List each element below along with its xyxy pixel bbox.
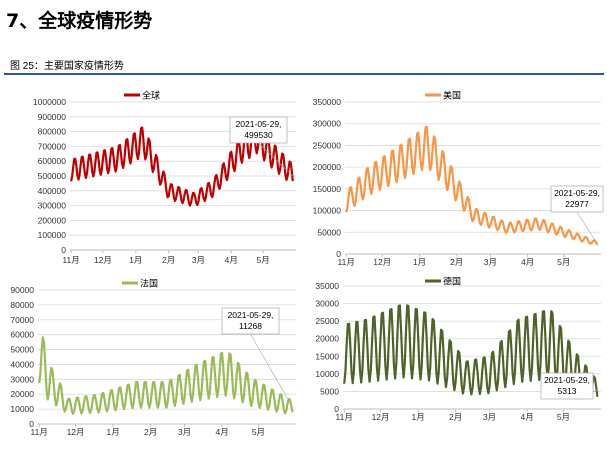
x-tick-label: 3月 <box>484 257 497 267</box>
y-tick-label: 15000 <box>315 351 339 361</box>
x-tick-label: 2月 <box>144 427 157 437</box>
x-tick-label: 12月 <box>67 427 85 437</box>
x-tick-label: 2月 <box>162 255 175 265</box>
annotation-date: 2021-05-29, <box>236 119 282 129</box>
y-tick-label: 0 <box>61 245 66 255</box>
y-tick-label: 800000 <box>38 127 67 137</box>
y-tick-label: 900000 <box>38 112 67 122</box>
caption-divider <box>4 73 604 75</box>
figure-caption: 图 25：主要国家疫情形势 <box>10 61 124 72</box>
y-tick-label: 60000 <box>10 330 34 340</box>
x-tick-label: 12月 <box>94 255 112 265</box>
global-cases-chart: 0 100000 200000 300000 400000 500000 600000 700… <box>33 90 296 265</box>
annotation-box <box>221 307 280 335</box>
annotation-leader <box>250 333 293 408</box>
france-cases-chart: 0 10000 20000 30000 40000 50000 60000 70000 8000… <box>10 278 296 437</box>
y-tick-label: 100000 <box>313 206 342 216</box>
y-tick-label: 20000 <box>10 389 34 399</box>
legend-label: 德国 <box>443 276 461 287</box>
legend-label: 法国 <box>140 278 158 289</box>
annotation-value: 499530 <box>244 130 273 140</box>
y-tick-label: 300000 <box>38 201 67 211</box>
x-tick-label: 12月 <box>372 412 390 422</box>
x-tick-label: 1月 <box>129 255 142 265</box>
x-tick-label: 12月 <box>373 257 391 267</box>
x-tick-label: 1月 <box>411 412 424 422</box>
x-tick-label: 5月 <box>557 412 570 422</box>
x-tick-label: 11月 <box>338 257 355 267</box>
annotation-leader <box>576 211 598 245</box>
y-tick-label: 80000 <box>10 300 34 310</box>
section-heading: 7、全球疫情形势 <box>6 10 153 32</box>
y-tick-label: 30000 <box>315 299 339 309</box>
x-tick-label: 2月 <box>449 412 462 422</box>
legend-label: 全球 <box>142 90 160 101</box>
y-tick-label: 400000 <box>38 186 67 196</box>
us-cases-chart: 0 50000 100000 150000 200000 250000 300000 3500… <box>313 90 604 267</box>
y-tick-label: 35000 <box>315 281 339 291</box>
y-tick-label: 100000 <box>38 230 67 240</box>
germany-cases-chart: 0 5000 10000 15000 20000 25000 30000 35000 11月 12… <box>315 276 601 422</box>
x-tick-label: 5月 <box>557 257 570 267</box>
y-tick-label: 350000 <box>313 97 342 107</box>
y-tick-label: 90000 <box>10 285 34 295</box>
x-tick-label: 1月 <box>106 427 119 437</box>
series-line <box>343 304 599 399</box>
y-tick-label: 50000 <box>317 227 341 237</box>
annotation-box <box>550 185 604 213</box>
y-tick-label: 150000 <box>313 184 342 194</box>
x-tick-label: 5月 <box>256 255 269 265</box>
y-tick-label: 200000 <box>38 215 67 225</box>
x-tick-label: 3月 <box>483 412 496 422</box>
y-tick-label: 0 <box>29 419 34 429</box>
annotation-box <box>229 116 288 144</box>
y-tick-label: 0 <box>334 404 339 414</box>
x-tick-label: 3月 <box>192 255 205 265</box>
x-tick-label: 1月 <box>413 257 426 267</box>
y-tick-label: 30000 <box>10 374 34 384</box>
annotation-value: 22977 <box>565 199 589 209</box>
annotation-date: 2021-05-29, <box>228 310 274 320</box>
x-tick-label: 4月 <box>521 257 534 267</box>
y-tick-label: 300000 <box>313 119 342 129</box>
y-tick-label: 500000 <box>38 171 67 181</box>
annotation-box <box>540 372 594 400</box>
annotation-date: 2021-05-29, <box>554 188 600 198</box>
legend-label: 美国 <box>443 90 461 101</box>
y-tick-label: 250000 <box>313 140 342 150</box>
y-tick-label: 50000 <box>10 345 34 355</box>
x-tick-label: 11月 <box>62 255 79 265</box>
annotation-leader <box>258 142 294 177</box>
x-tick-label: 4月 <box>215 427 228 437</box>
y-tick-label: 40000 <box>10 359 34 369</box>
y-tick-label: 0 <box>336 249 341 259</box>
annotation-value: 5313 <box>558 386 577 396</box>
y-tick-label: 10000 <box>315 369 339 379</box>
y-tick-label: 10000 <box>10 404 34 414</box>
x-tick-label: 3月 <box>178 427 191 437</box>
x-tick-label: 11月 <box>336 412 353 422</box>
y-tick-label: 600000 <box>38 156 67 166</box>
y-tick-label: 70000 <box>10 315 34 325</box>
y-tick-label: 700000 <box>38 141 67 151</box>
series-line <box>345 125 599 246</box>
x-tick-label: 4月 <box>520 412 533 422</box>
y-tick-label: 5000 <box>320 386 339 396</box>
x-tick-label: 5月 <box>252 427 265 437</box>
y-tick-label: 200000 <box>313 162 342 172</box>
series-line <box>70 124 294 207</box>
x-tick-label: 2月 <box>450 257 463 267</box>
x-tick-label: 4月 <box>225 255 238 265</box>
y-tick-label: 20000 <box>315 334 339 344</box>
annotation-date: 2021-05-29, <box>544 375 590 385</box>
x-tick-label: 11月 <box>31 427 48 437</box>
y-tick-label: 1000000 <box>33 97 66 107</box>
series-line <box>38 336 294 415</box>
y-tick-label: 25000 <box>315 316 339 326</box>
annotation-value: 11268 <box>239 321 262 331</box>
